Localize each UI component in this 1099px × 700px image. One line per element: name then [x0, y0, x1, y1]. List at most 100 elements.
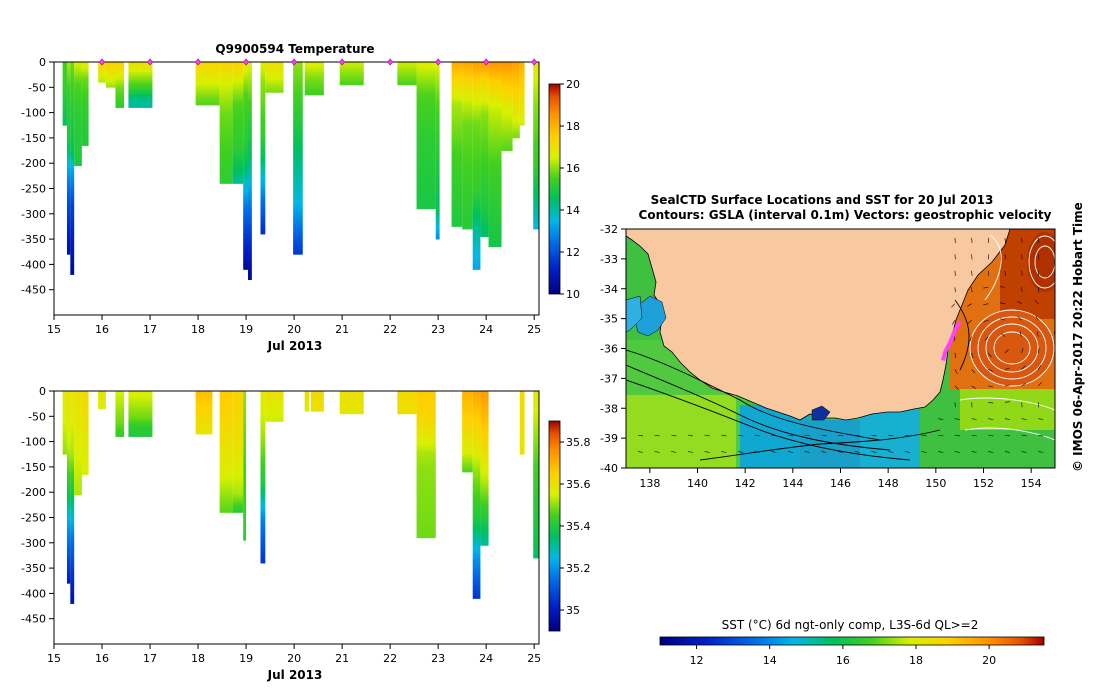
profile-cell: [451, 193, 463, 197]
profile-cell: [533, 423, 539, 427]
lon-tick-label: 144: [782, 477, 803, 490]
profile-cell: [435, 122, 440, 126]
profile-cell: [488, 67, 502, 70]
profile-cell: [81, 137, 89, 141]
profile-cell: [260, 514, 266, 518]
profile-cell: [260, 550, 266, 554]
profile-cell: [62, 418, 67, 422]
profile-cell: [62, 391, 67, 394]
profile-cell: [66, 153, 71, 157]
profile-cell: [472, 573, 481, 577]
profile-cell: [243, 94, 248, 98]
profile-cell: [74, 434, 82, 437]
profile-cell: [416, 153, 436, 157]
profile-cell: [462, 137, 473, 141]
profile-cell: [219, 122, 233, 126]
profile-cell: [472, 444, 481, 448]
profile-cell: [248, 158, 252, 162]
profile-cell: [260, 148, 266, 151]
profile-cell: [243, 107, 248, 111]
profile-cell: [219, 401, 233, 405]
profile-cell: [472, 251, 481, 255]
profile-cell: [512, 125, 520, 129]
profile-cell: [480, 530, 489, 534]
profile-cell: [462, 74, 473, 78]
profile-cell: [488, 125, 502, 129]
profile-cell: [219, 444, 233, 448]
profile-cell: [462, 77, 473, 81]
profile-cell: [219, 127, 233, 131]
profile-cell: [416, 120, 436, 124]
profile-cell: [488, 74, 502, 78]
profile-cell: [248, 122, 252, 126]
velocity-vector: [983, 319, 989, 323]
profile-cell: [219, 494, 233, 498]
profile-cell: [232, 89, 244, 93]
profile-cell: [304, 74, 324, 78]
profile-cell: [293, 155, 303, 159]
profile-cell: [66, 140, 71, 144]
profile-cell: [260, 439, 266, 442]
profile-cell: [501, 140, 513, 144]
velocity-vector: [988, 369, 994, 372]
profile-cell: [66, 573, 71, 577]
profile-cell: [195, 97, 220, 101]
profile-cell: [232, 396, 244, 399]
profile-cell: [81, 92, 89, 96]
profile-cell: [293, 173, 303, 177]
profile-cell: [435, 72, 440, 76]
velocity-vector: [983, 286, 989, 289]
profile-cell: [462, 449, 473, 453]
profile-cell: [519, 117, 525, 121]
profile-cell: [248, 107, 252, 111]
profile-cell: [248, 206, 252, 210]
profile-cell: [128, 413, 153, 417]
profile-cell: [260, 77, 266, 81]
profile-cell: [74, 69, 82, 73]
profile-cell: [260, 170, 266, 174]
profile-cell: [70, 504, 75, 508]
profile-cell: [248, 264, 252, 268]
profile-cell: [70, 218, 75, 222]
profile-cell: [260, 403, 266, 407]
profile-cell: [98, 77, 106, 81]
profile-cell: [533, 484, 539, 488]
y-tick-label: -250: [21, 183, 46, 196]
profile-cell: [462, 72, 473, 76]
profile-cell: [397, 77, 417, 81]
profile-cell: [462, 444, 473, 448]
profile-cell: [472, 231, 481, 235]
profile-cell: [66, 185, 71, 189]
profile-cell: [62, 62, 67, 65]
profile-cell: [260, 221, 266, 225]
profile-cell: [293, 168, 303, 172]
profile-cell: [219, 499, 233, 503]
y-tick-label: -150: [21, 132, 46, 145]
x-tick-label: 15: [47, 652, 61, 665]
profile-cell: [462, 218, 473, 222]
profile-cell: [462, 393, 473, 397]
profile-cell: [81, 461, 89, 465]
profile-cell: [243, 261, 248, 265]
profile-cell: [533, 408, 539, 412]
profile-cell: [70, 231, 75, 235]
seal-ctd-surface-locations: [941, 320, 962, 361]
profile-cell: [501, 107, 513, 111]
profile-cell: [219, 142, 233, 146]
profile-cell: [472, 578, 481, 582]
profile-cell: [70, 449, 75, 453]
profile-cell: [472, 540, 481, 544]
profile-cell: [472, 593, 481, 597]
profile-cell: [260, 537, 266, 541]
profile-cell: [533, 79, 539, 83]
profile-cell: [265, 398, 284, 402]
profile-cell: [260, 72, 266, 76]
profile-cell: [416, 439, 436, 442]
profile-cell: [472, 142, 481, 146]
profile-cell: [243, 398, 247, 402]
profile-cell: [462, 127, 473, 131]
profile-cell: [195, 67, 220, 70]
profile-cell: [488, 112, 502, 116]
profile-cell: [260, 482, 266, 486]
profile-cell: [472, 266, 481, 270]
